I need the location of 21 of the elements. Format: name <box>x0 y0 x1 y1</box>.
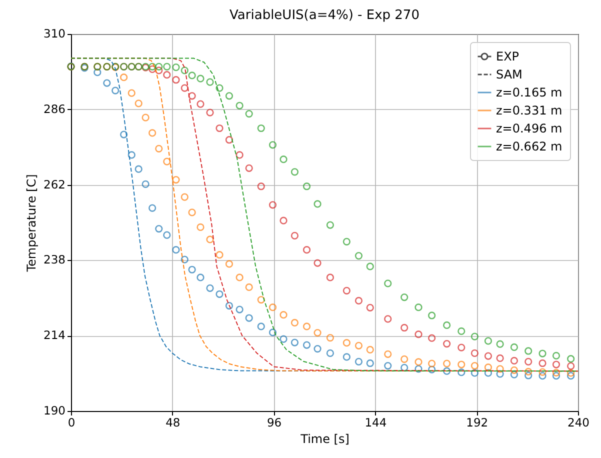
y-tick-label: 238 <box>44 252 66 267</box>
y-tick-label: 190 <box>44 404 66 418</box>
annotation: EXP <box>496 50 520 64</box>
y-axis-title: Temperature [C] <box>24 174 39 273</box>
legend-label: z=0.165 m <box>496 86 562 100</box>
x-tick-label: 192 <box>466 416 488 430</box>
x-tick-label: 144 <box>364 416 387 430</box>
legend-label: z=0.662 m <box>496 140 562 154</box>
annotation: SAM <box>496 68 522 82</box>
x-tick-label: 96 <box>266 416 282 430</box>
y-tick-label: 214 <box>44 328 66 342</box>
y-tick-label: 286 <box>44 102 66 116</box>
y-tick-label: 262 <box>44 177 66 192</box>
x-axis-title: Time [s] <box>300 432 350 446</box>
legend-label: z=0.496 m <box>496 122 562 136</box>
y-tick-label: 310 <box>44 26 66 40</box>
x-tick-label: 240 <box>568 416 590 430</box>
chart-title: VariableUIS(a=4%) - Exp 270 <box>230 8 420 23</box>
x-tick-label: 48 <box>166 416 180 430</box>
x-tick-label: 0 <box>68 416 76 430</box>
legend-label: z=0.331 m <box>496 104 562 118</box>
